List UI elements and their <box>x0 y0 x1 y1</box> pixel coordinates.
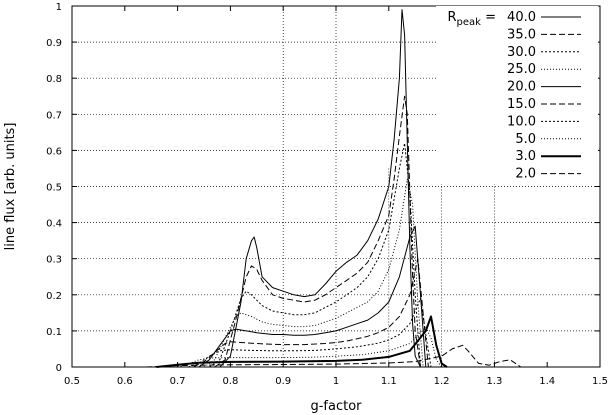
series-line-3.0 <box>156 315 448 368</box>
y-tick-label: 0.9 <box>46 38 62 49</box>
y-tick-label: 0.7 <box>46 110 62 121</box>
series-line-10.0 <box>188 297 432 368</box>
legend-label: 2.0 <box>515 167 536 182</box>
series-line-15.0 <box>193 258 429 368</box>
legend-title-suffix: = <box>481 10 496 25</box>
x-axis-label: g-factor <box>310 399 362 414</box>
legend-label: 15.0 <box>507 97 536 112</box>
y-tick-label: 0.5 <box>46 183 62 194</box>
legend-label: 25.0 <box>507 62 536 77</box>
y-tick-label: 1 <box>56 2 62 13</box>
x-tick-label: 1 <box>333 376 339 387</box>
legend-label: 20.0 <box>507 80 536 95</box>
series-line-25.0 <box>203 178 424 368</box>
x-tick-label: 0.7 <box>170 376 186 387</box>
y-tick-label: 0.4 <box>46 219 62 230</box>
legend-label: 40.0 <box>507 10 536 25</box>
legend-title-sub: peak <box>457 17 482 28</box>
y-tick-label: 0.8 <box>46 74 62 85</box>
legend-title-base: R <box>448 10 457 25</box>
series-layer <box>145 9 522 368</box>
x-tick-label: 0.9 <box>275 376 291 387</box>
y-tick-label: 0.3 <box>46 255 62 266</box>
y-tick-label: 0.2 <box>46 291 62 302</box>
legend-background <box>436 6 598 184</box>
y-tick-label: 0.1 <box>46 327 62 338</box>
y-tick-label: 0 <box>56 363 62 374</box>
x-tick-label: 1.4 <box>539 376 555 387</box>
series-line-40.0 <box>219 9 421 368</box>
x-tick-label: 0.6 <box>117 376 133 387</box>
series-line-30.0 <box>209 142 421 368</box>
legend-label: 35.0 <box>507 27 536 42</box>
series-line-35.0 <box>214 95 421 368</box>
axis-ticks: 0.5 0.6 0.7 0.8 0.9 1 1.1 1.2 1.3 1.4 1.5 0 0.1 0.2 0.… <box>46 2 608 387</box>
legend-label: 3.0 <box>515 149 536 164</box>
x-tick-label: 1.3 <box>486 376 502 387</box>
legend: Rpeak = 40.0 35.0 30.0 25.0 20.0 15.0 10.0 5.0 3… <box>436 6 598 184</box>
series-line-20.0 <box>198 225 427 368</box>
legend-label: 30.0 <box>507 45 536 60</box>
x-tick-label: 1.1 <box>381 376 397 387</box>
x-tick-label: 0.8 <box>222 376 238 387</box>
series-line-5.0 <box>177 326 443 368</box>
x-tick-label: 1.5 <box>592 376 608 387</box>
legend-label: 10.0 <box>507 114 536 129</box>
legend-label: 5.0 <box>515 132 536 147</box>
y-axis-label: line flux [arb. units] <box>3 123 18 251</box>
legend-title: Rpeak = <box>448 10 497 28</box>
series-line-2.0 <box>145 344 522 368</box>
x-tick-label: 1.2 <box>434 376 450 387</box>
y-tick-label: 0.6 <box>46 146 62 157</box>
x-tick-label: 0.5 <box>64 376 80 387</box>
